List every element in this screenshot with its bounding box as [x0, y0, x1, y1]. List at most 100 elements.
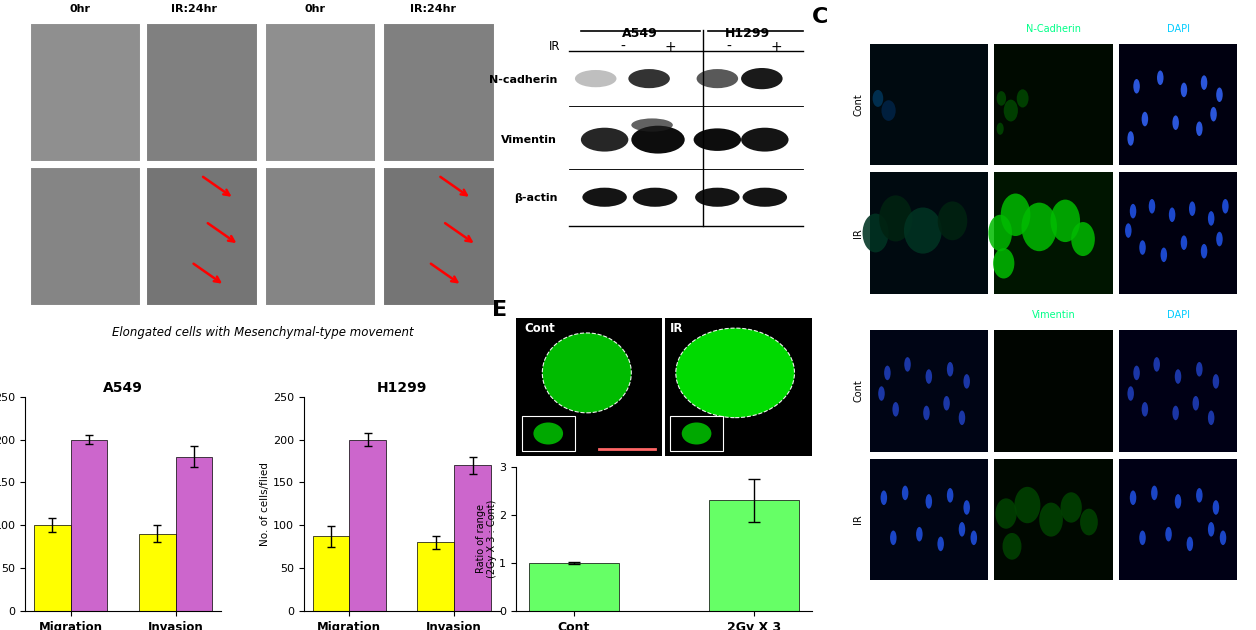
Text: 0hr: 0hr — [304, 4, 325, 14]
Text: N-cadherin: N-cadherin — [489, 75, 558, 85]
Bar — [1119, 330, 1237, 452]
Ellipse shape — [1192, 396, 1199, 411]
Bar — [869, 330, 988, 452]
Text: Merge: Merge — [913, 24, 945, 34]
Text: B: B — [492, 0, 509, 4]
Ellipse shape — [988, 215, 1012, 251]
Ellipse shape — [904, 207, 942, 254]
Ellipse shape — [1130, 204, 1137, 219]
Ellipse shape — [1174, 369, 1182, 384]
Ellipse shape — [996, 123, 1004, 135]
Text: IR: IR — [549, 40, 560, 53]
Bar — [455, 466, 491, 611]
Ellipse shape — [1196, 122, 1202, 136]
Ellipse shape — [1149, 199, 1156, 214]
Ellipse shape — [891, 530, 897, 545]
Text: DAPI: DAPI — [1167, 24, 1189, 34]
Ellipse shape — [1208, 211, 1215, 226]
Ellipse shape — [880, 491, 887, 505]
Ellipse shape — [1169, 207, 1176, 222]
Bar — [869, 43, 988, 165]
Ellipse shape — [1220, 530, 1226, 545]
Bar — [265, 166, 377, 306]
Text: N-Cadherin: N-Cadherin — [1026, 24, 1081, 34]
Text: β-actin: β-actin — [514, 193, 558, 203]
Ellipse shape — [575, 70, 617, 87]
Ellipse shape — [863, 214, 888, 253]
Ellipse shape — [1150, 486, 1158, 500]
Text: 0hr: 0hr — [69, 4, 90, 14]
Ellipse shape — [1189, 202, 1196, 216]
Ellipse shape — [1181, 236, 1187, 250]
Ellipse shape — [923, 406, 929, 420]
Bar — [30, 166, 142, 306]
Y-axis label: Ratio of range
(2Gy X 3 : Cont): Ratio of range (2Gy X 3 : Cont) — [476, 500, 497, 578]
Bar — [666, 318, 813, 455]
Bar — [995, 172, 1113, 294]
Ellipse shape — [1021, 203, 1058, 251]
Ellipse shape — [1201, 244, 1207, 258]
Text: Cont: Cont — [853, 380, 863, 403]
Ellipse shape — [1128, 386, 1134, 401]
Ellipse shape — [741, 68, 782, 89]
Ellipse shape — [1015, 487, 1040, 524]
Ellipse shape — [904, 357, 911, 372]
Text: Vimentin: Vimentin — [501, 135, 558, 145]
Ellipse shape — [1001, 193, 1030, 236]
Text: Cont: Cont — [525, 322, 555, 335]
Ellipse shape — [1166, 527, 1172, 541]
Bar — [417, 542, 455, 611]
Text: A: A — [20, 0, 38, 1]
Ellipse shape — [916, 527, 923, 541]
Ellipse shape — [1212, 500, 1220, 515]
Ellipse shape — [695, 188, 740, 207]
Ellipse shape — [882, 100, 896, 121]
Ellipse shape — [1080, 508, 1098, 536]
Bar — [383, 23, 495, 162]
Ellipse shape — [632, 118, 673, 132]
Ellipse shape — [1133, 79, 1140, 93]
Ellipse shape — [1004, 100, 1017, 122]
Bar — [146, 23, 257, 162]
Bar — [995, 459, 1113, 580]
Ellipse shape — [1172, 115, 1179, 130]
Text: IR: IR — [669, 322, 683, 335]
Bar — [869, 172, 988, 294]
Ellipse shape — [1128, 131, 1134, 146]
Ellipse shape — [697, 69, 739, 88]
Ellipse shape — [1174, 494, 1182, 508]
Ellipse shape — [580, 128, 628, 152]
Text: H1299: H1299 — [725, 27, 770, 40]
Ellipse shape — [1196, 362, 1202, 377]
Ellipse shape — [938, 202, 967, 240]
Title: A549: A549 — [103, 382, 143, 396]
Bar — [30, 23, 142, 162]
Bar — [1119, 172, 1237, 294]
Text: +: + — [664, 40, 676, 54]
Bar — [146, 166, 257, 306]
Text: A549: A549 — [622, 27, 658, 40]
Text: Merge: Merge — [913, 311, 945, 320]
Text: IR:24hr: IR:24hr — [411, 4, 456, 14]
Ellipse shape — [1201, 76, 1207, 90]
Bar — [1119, 459, 1237, 580]
Ellipse shape — [1016, 89, 1029, 108]
Text: IR: IR — [853, 228, 863, 238]
Ellipse shape — [1187, 537, 1193, 551]
Bar — [669, 416, 723, 451]
Ellipse shape — [971, 530, 977, 545]
Ellipse shape — [632, 126, 685, 154]
Bar — [995, 330, 1113, 452]
Ellipse shape — [1125, 223, 1132, 238]
Ellipse shape — [993, 248, 1015, 278]
Y-axis label: No. of cells/flied: No. of cells/flied — [260, 462, 270, 546]
Ellipse shape — [958, 411, 965, 425]
Ellipse shape — [943, 396, 950, 411]
Ellipse shape — [1212, 374, 1220, 389]
Bar — [70, 440, 108, 611]
Text: Cont: Cont — [853, 93, 863, 116]
Bar — [139, 534, 176, 611]
Bar — [708, 500, 799, 611]
Ellipse shape — [1133, 365, 1140, 380]
Ellipse shape — [893, 402, 899, 416]
